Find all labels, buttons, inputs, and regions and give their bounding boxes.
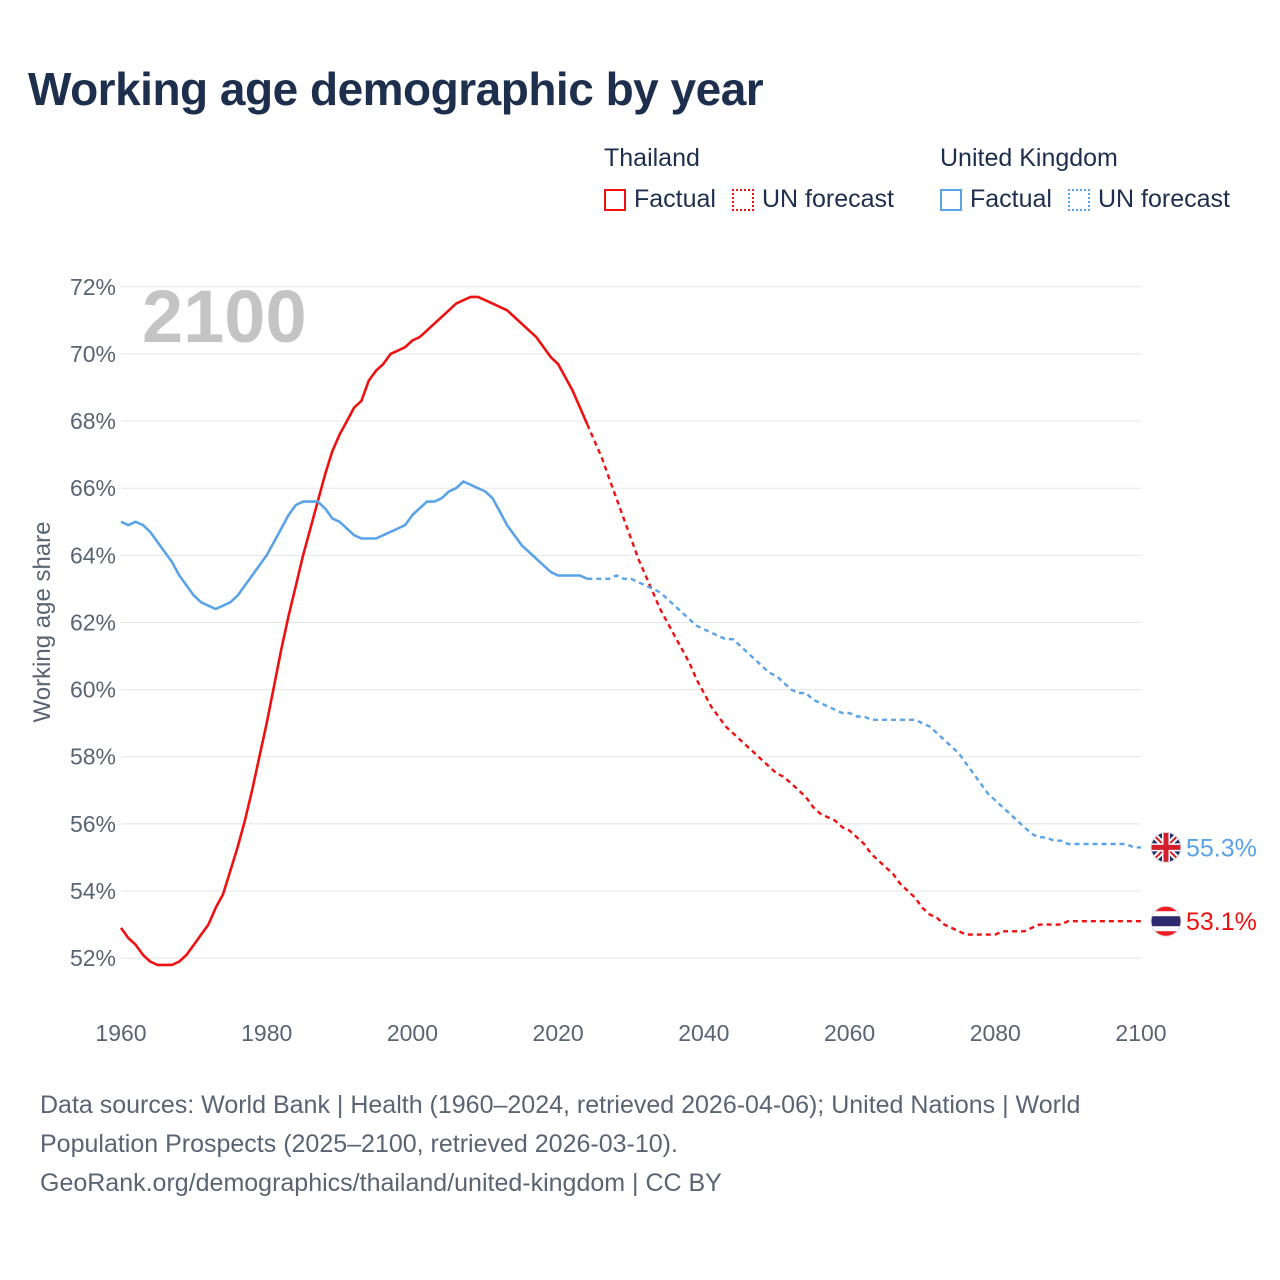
flag-outline (1150, 905, 1182, 937)
legend-swatch-uk-forecast[interactable] (1067, 188, 1090, 211)
y-tick-label-58: 58% (70, 744, 116, 770)
flag-cross-red-v (1163, 832, 1169, 863)
flag-outline (1150, 831, 1182, 863)
y-axis-label: Working age share (29, 522, 56, 723)
legend-title-united-kingdom: United Kingdom (940, 144, 1118, 172)
legend-title-thailand: Thailand (604, 144, 700, 172)
grid-lines (121, 286, 1141, 959)
end-label-united-kingdom: 55.3% (1186, 834, 1257, 862)
end-label-thailand: 53.1% (1186, 908, 1257, 936)
thailand-flag (1150, 905, 1182, 937)
legend-label-uk-forecast[interactable]: UN forecast (1097, 185, 1230, 213)
thailand-flag-stripes (1151, 906, 1181, 937)
united-kingdom-flag (1150, 831, 1182, 863)
x-axis-ticks: 1960 1980 2000 2020 2040 2060 2080 2100 (95, 1020, 1166, 1046)
legend-label-uk-factual[interactable]: Factual (970, 185, 1052, 213)
legend-swatch-uk-factual[interactable] (940, 188, 962, 211)
footer-line-2: Population Prospects (2025–2100, retriev… (40, 1130, 678, 1158)
end-labels: 53.1% 55.3% (1150, 831, 1257, 937)
legend-label-thailand-factual[interactable]: Factual (634, 185, 716, 213)
y-tick-label-54: 54% (70, 878, 116, 904)
legend-swatch-thailand-factual[interactable] (604, 188, 626, 211)
x-tick-label-2060: 2060 (824, 1020, 875, 1046)
footer-line-3[interactable]: GeoRank.org/demographics/thailand/united… (40, 1169, 722, 1197)
x-tick-label-2100: 2100 (1115, 1020, 1166, 1046)
y-tick-label-70: 70% (70, 341, 116, 367)
y-tick-label-72: 72% (70, 274, 116, 300)
legend-label-thailand-forecast[interactable]: UN forecast (761, 185, 894, 213)
y-tick-label-60: 60% (70, 677, 116, 703)
footer-line-1: Data sources: World Bank | Health (1960–… (40, 1091, 1081, 1119)
series-line-united-kingdom-factual (120, 480, 588, 611)
legend-group-united-kingdom: United Kingdom Factual UN forecast (940, 144, 1246, 214)
x-tick-label-2000: 2000 (387, 1020, 438, 1046)
line-chart: 2100 52% 54% 56% 58% 60% 62% 64% 66% 68% 70% 72% 1… (29, 274, 1257, 1046)
legend-swatch-thailand-forecast[interactable] (731, 188, 754, 211)
y-tick-label-64: 64% (70, 542, 116, 568)
series-line-united-kingdom-forecast (587, 574, 1141, 849)
y-tick-label-62: 62% (70, 609, 116, 635)
legend-group-thailand: Thailand Factual UN forecast (604, 144, 910, 214)
x-tick-label-2040: 2040 (678, 1020, 729, 1046)
x-tick-label-2020: 2020 (533, 1020, 584, 1046)
year-watermark: 2100 (142, 275, 307, 358)
uk-flag-body (1151, 832, 1181, 863)
footer-sources: Data sources: World Bank | Health (1960–… (40, 1086, 1240, 1203)
y-axis-ticks: 52% 54% 56% 58% 60% 62% 64% 66% 68% 70% 72% (70, 274, 116, 971)
y-tick-label-56: 56% (70, 811, 116, 837)
y-tick-label-68: 68% (70, 408, 116, 434)
y-tick-label-52: 52% (70, 945, 116, 971)
series-line-thailand-forecast (586, 423, 1141, 936)
page-title: Working age demographic by year (28, 63, 764, 115)
flag-stripe-blue (1151, 916, 1181, 927)
x-tick-label-1960: 1960 (95, 1020, 146, 1046)
x-tick-label-2080: 2080 (970, 1020, 1021, 1046)
series-lines (119, 295, 1141, 967)
x-tick-label-1980: 1980 (241, 1020, 292, 1046)
y-tick-label-66: 66% (70, 475, 116, 501)
series-line-thailand-factual (119, 295, 589, 967)
